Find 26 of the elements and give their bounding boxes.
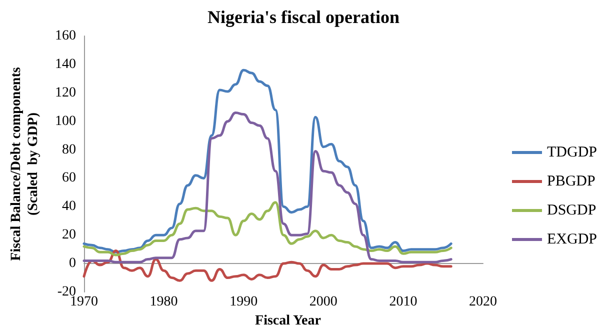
y-tick-label: 40 [62,199,76,214]
x-tick-label: 2000 [309,294,338,310]
y-axis-title: Fiscal Balance/Debt components (Scaled by GDP) [9,66,41,261]
y-tick-label: 120 [55,85,76,100]
x-axis-title: Fiscal Year [255,314,321,326]
legend-label: EXGDP [547,232,598,248]
y-tick-label: 80 [62,142,76,158]
legend-label: PBGDP [547,174,596,190]
x-tick-label: 2020 [469,294,497,310]
line-series [82,201,452,256]
line-series [82,250,452,282]
x-tick-label: 1970 [70,294,98,310]
y-tick-label: 60 [62,170,76,186]
line-series [82,68,452,254]
line-series [82,112,452,264]
y-tick-label: 140 [55,56,76,72]
y-tick-label: 20 [62,228,76,243]
y-tick-label: 160 [55,28,76,44]
x-tick-label: 2010 [389,294,418,310]
x-tick-label: 1980 [150,294,178,310]
chart-title: Nigeria's fiscal operation [208,7,400,27]
x-tick-label: 1990 [230,294,258,310]
y-tick-label: 100 [55,114,76,129]
legend-label: TDGDP [547,144,598,160]
legend-label: DSGDP [547,202,596,218]
y-tick-label: 0 [69,256,76,272]
